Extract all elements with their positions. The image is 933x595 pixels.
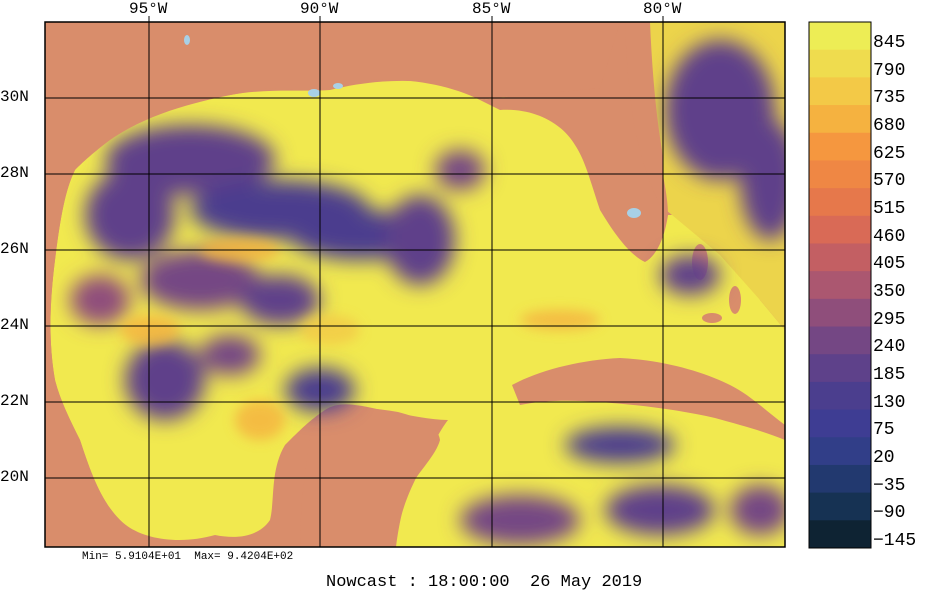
colorbar-swatch	[809, 215, 871, 244]
nowcast-caption: Nowcast : 18:00:00 26 May 2019	[326, 573, 643, 592]
lat-label-24n: 24N	[0, 316, 29, 334]
min-max-text: Min= 5.9104E+01 Max= 9.4204E+02	[82, 551, 294, 563]
colorbar-label: −145	[873, 531, 917, 552]
lat-label-20n: 20N	[0, 468, 29, 486]
colorbar-swatch	[809, 520, 871, 549]
lon-label-95w: 95°W	[129, 0, 168, 18]
colorbar-swatch	[809, 49, 871, 78]
lakes	[184, 35, 641, 218]
lon-label-80w: 80°W	[643, 0, 682, 18]
lon-label-85w: 85°W	[472, 0, 511, 18]
colorbar-swatch	[809, 243, 871, 272]
colorbar-swatch	[809, 381, 871, 411]
colorbar-label: 570	[873, 171, 906, 192]
colorbar-swatch	[809, 409, 871, 438]
colorbar-swatch	[809, 437, 871, 466]
atlantic-low-field	[660, 40, 785, 295]
colorbar-label: 790	[873, 60, 906, 81]
lat-label-26n: 26N	[0, 240, 29, 258]
low-value-field	[70, 125, 485, 420]
colorbar	[809, 22, 871, 549]
colorbar-swatch	[809, 160, 871, 189]
florida-land	[480, 22, 668, 262]
colorbar-label: 75	[873, 420, 895, 441]
colorbar-swatch	[809, 298, 871, 328]
cuba-land	[512, 358, 785, 440]
colorbar-swatch	[809, 326, 871, 355]
caribbean-field	[460, 427, 785, 545]
colorbar-label: 515	[873, 198, 906, 219]
colorbar-label: 735	[873, 88, 906, 109]
colorbar-swatch	[809, 188, 871, 217]
colorbar-label: 405	[873, 254, 906, 275]
colorbar-swatch	[809, 271, 871, 300]
colorbar-swatch	[809, 77, 871, 106]
florida-interior	[625, 22, 664, 205]
colorbar-label: 680	[873, 115, 906, 136]
colorbar-label: 845	[873, 32, 906, 53]
colorbar-swatch	[809, 492, 871, 521]
texas-mexico-coast-land	[45, 170, 190, 547]
lat-label-28n: 28N	[0, 164, 29, 182]
lat-label-22n: 22N	[0, 392, 29, 410]
colorbar-label: 130	[873, 392, 906, 413]
colorbar-label: 295	[873, 309, 906, 330]
colorbar-border	[808, 21, 872, 549]
lon-label-90w: 90°W	[300, 0, 339, 18]
colorbar-label: 20	[873, 448, 895, 469]
colorbar-label: 460	[873, 226, 906, 247]
colorbar-label: 240	[873, 337, 906, 358]
colorbar-swatch	[809, 22, 871, 51]
colorbar-label: 185	[873, 365, 906, 386]
graticule	[45, 22, 785, 547]
mid-value-field	[120, 238, 600, 440]
lat-label-30n: 30N	[0, 88, 29, 106]
colorbar-label: 350	[873, 282, 906, 302]
top-ticks	[148, 16, 664, 22]
colorbar-label: 625	[873, 143, 906, 164]
colorbar-swatch	[809, 354, 871, 383]
colorbar-swatch	[809, 464, 871, 494]
colorbar-label: −90	[873, 503, 906, 524]
north-coast-land	[45, 22, 620, 200]
colorbar-swatch	[809, 105, 871, 134]
map-border	[44, 21, 786, 548]
colorbar-label: −35	[873, 475, 906, 496]
colorbar-swatch	[809, 132, 871, 161]
